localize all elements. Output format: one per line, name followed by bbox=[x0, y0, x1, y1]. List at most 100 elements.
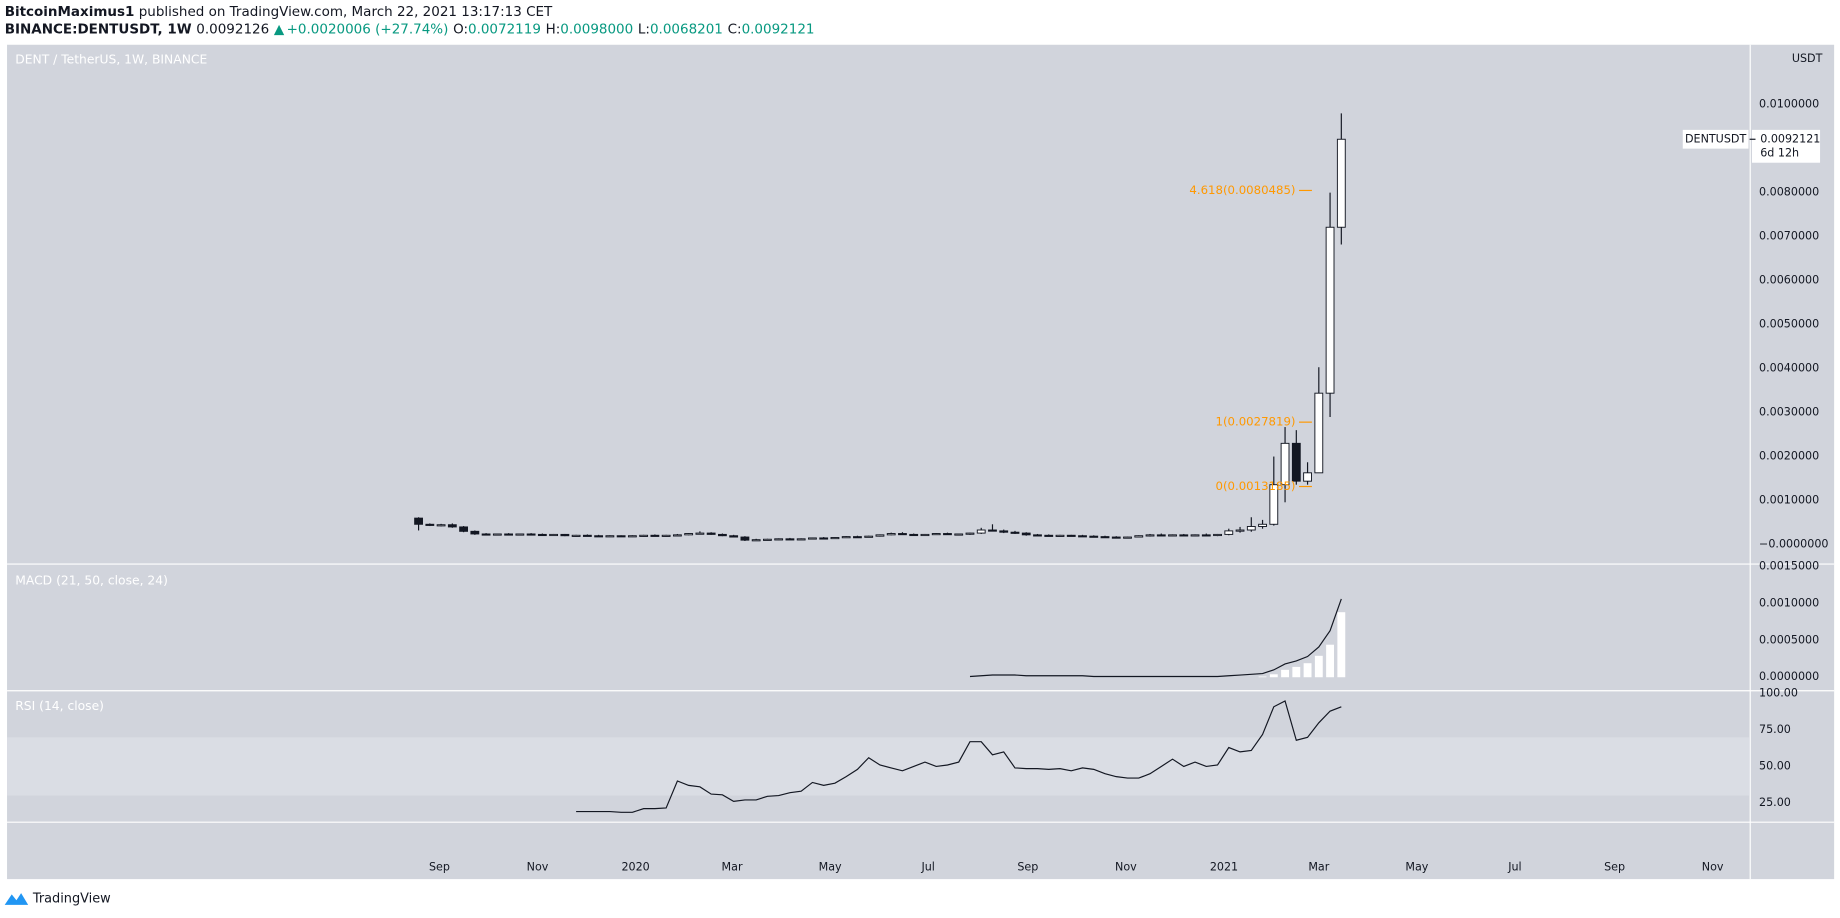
candle-body bbox=[672, 534, 682, 537]
author: BitcoinMaximus1 bbox=[5, 4, 135, 20]
candle-body bbox=[751, 539, 761, 542]
candle-body bbox=[582, 534, 592, 537]
candle-body bbox=[1224, 530, 1234, 535]
candle-body bbox=[650, 534, 660, 537]
candle-body bbox=[954, 533, 964, 536]
candle-body bbox=[526, 533, 536, 536]
candle-body bbox=[931, 533, 941, 536]
candle-body bbox=[459, 526, 468, 532]
ohlc-label: H: bbox=[546, 22, 561, 38]
x-tick-label: Nov bbox=[1702, 860, 1724, 873]
symbol: BINANCE:DENTUSDT, 1W bbox=[5, 22, 192, 38]
candles bbox=[414, 113, 1346, 542]
histogram-bar bbox=[1303, 663, 1312, 678]
candle-body bbox=[1089, 535, 1099, 538]
histogram-bar bbox=[1269, 674, 1278, 678]
candle-body bbox=[1201, 534, 1211, 537]
candle-body bbox=[965, 532, 975, 535]
pane-title: RSI (14, close) bbox=[15, 699, 104, 713]
y-tick-label: 0.0030000 bbox=[1759, 406, 1819, 419]
candle-body bbox=[808, 537, 817, 540]
pane-title: DENT / TetherUS, 1W, BINANCE bbox=[15, 53, 207, 67]
y-tick-label: 0.0040000 bbox=[1759, 362, 1819, 375]
candle-body bbox=[560, 533, 570, 537]
candle-body bbox=[763, 538, 772, 541]
y-tick-label: 0.0100000 bbox=[1759, 98, 1819, 111]
rsi-band bbox=[7, 737, 1750, 796]
candle-body bbox=[492, 533, 502, 536]
candle-body bbox=[1066, 534, 1076, 537]
price-tag-box bbox=[1751, 129, 1821, 163]
chart-layer: −0.0000000 0.0010000 0.0020000 0.0030000 0.0… bbox=[7, 98, 1829, 873]
y-tick-label: 0.0050000 bbox=[1759, 318, 1819, 331]
candle-body bbox=[1100, 536, 1110, 539]
candle-body bbox=[1010, 531, 1020, 534]
ohlc-value: 0.0092121 bbox=[742, 22, 815, 38]
candle-body bbox=[774, 538, 784, 541]
rsi-line bbox=[576, 700, 1342, 813]
histogram-bar bbox=[1326, 644, 1335, 678]
candle-body bbox=[414, 517, 423, 525]
x-tick-label: Sep bbox=[429, 860, 450, 873]
candle-body bbox=[1033, 534, 1042, 537]
ohlc-label: O: bbox=[453, 22, 468, 38]
candle-body bbox=[1258, 523, 1267, 527]
candle-body bbox=[1314, 392, 1324, 474]
candle-body bbox=[875, 534, 885, 537]
x-tick-label: Sep bbox=[1604, 860, 1625, 873]
x-tick-label: Jul bbox=[1507, 860, 1521, 873]
candle-body bbox=[1145, 534, 1155, 537]
candle-body bbox=[1246, 526, 1256, 531]
y-tick-label: 75.00 bbox=[1759, 723, 1791, 736]
candle-body bbox=[1168, 534, 1177, 537]
candle-body bbox=[898, 533, 907, 536]
x-tick-label: Jul bbox=[920, 860, 934, 873]
candle-body bbox=[841, 536, 851, 539]
brand: TradingView bbox=[32, 892, 111, 907]
candle-body bbox=[706, 532, 716, 535]
candle-body bbox=[1111, 536, 1121, 539]
candle-body bbox=[717, 533, 727, 537]
logo-icon bbox=[4, 893, 29, 905]
y-tick-label: 50.00 bbox=[1759, 759, 1791, 772]
histogram-bar bbox=[1281, 669, 1289, 678]
macd-line bbox=[969, 598, 1342, 678]
candle-body bbox=[1269, 484, 1279, 525]
candle-body bbox=[684, 533, 694, 536]
candle-body bbox=[920, 533, 930, 537]
candle-body bbox=[1179, 534, 1189, 537]
candle-body bbox=[1235, 529, 1245, 532]
y-tick-label: 0.0060000 bbox=[1759, 274, 1819, 287]
y-tick-label: 0.0010000 bbox=[1759, 494, 1819, 507]
histogram-bar bbox=[1314, 655, 1323, 678]
y-tick-label: 100.00 bbox=[1759, 687, 1798, 700]
candle-body bbox=[819, 537, 829, 540]
candle-body bbox=[886, 533, 896, 536]
candle-body bbox=[1190, 534, 1200, 537]
candle-body bbox=[594, 535, 604, 538]
price-tag-countdown: 6d 12h bbox=[1760, 146, 1799, 159]
candle-body bbox=[796, 538, 806, 541]
candle-body bbox=[999, 530, 1009, 533]
y-tick-label: 0.0020000 bbox=[1759, 450, 1819, 463]
candle-body bbox=[1156, 534, 1166, 537]
candle-body bbox=[627, 535, 637, 538]
candle-body bbox=[436, 524, 446, 527]
candle-body bbox=[515, 533, 525, 536]
x-tick-label: Mar bbox=[722, 860, 743, 873]
candle-body bbox=[1280, 442, 1290, 486]
ohlc-label: L: bbox=[638, 22, 650, 38]
candle-body bbox=[549, 533, 559, 537]
histogram-bar bbox=[1292, 666, 1301, 678]
histogram-bar bbox=[1337, 612, 1346, 678]
candle-body bbox=[616, 535, 626, 538]
y-tick-label: 0.0010000 bbox=[1759, 596, 1819, 609]
candle-body bbox=[537, 533, 547, 537]
candle-body bbox=[740, 536, 750, 541]
y-tick-label: 0.0070000 bbox=[1759, 230, 1819, 243]
candle-body bbox=[1044, 534, 1054, 537]
x-tick-label: May bbox=[1405, 860, 1428, 873]
candle-body bbox=[470, 530, 480, 535]
last-price: 0.0092126 bbox=[196, 22, 269, 38]
x-tick-label: Sep bbox=[1017, 860, 1038, 873]
